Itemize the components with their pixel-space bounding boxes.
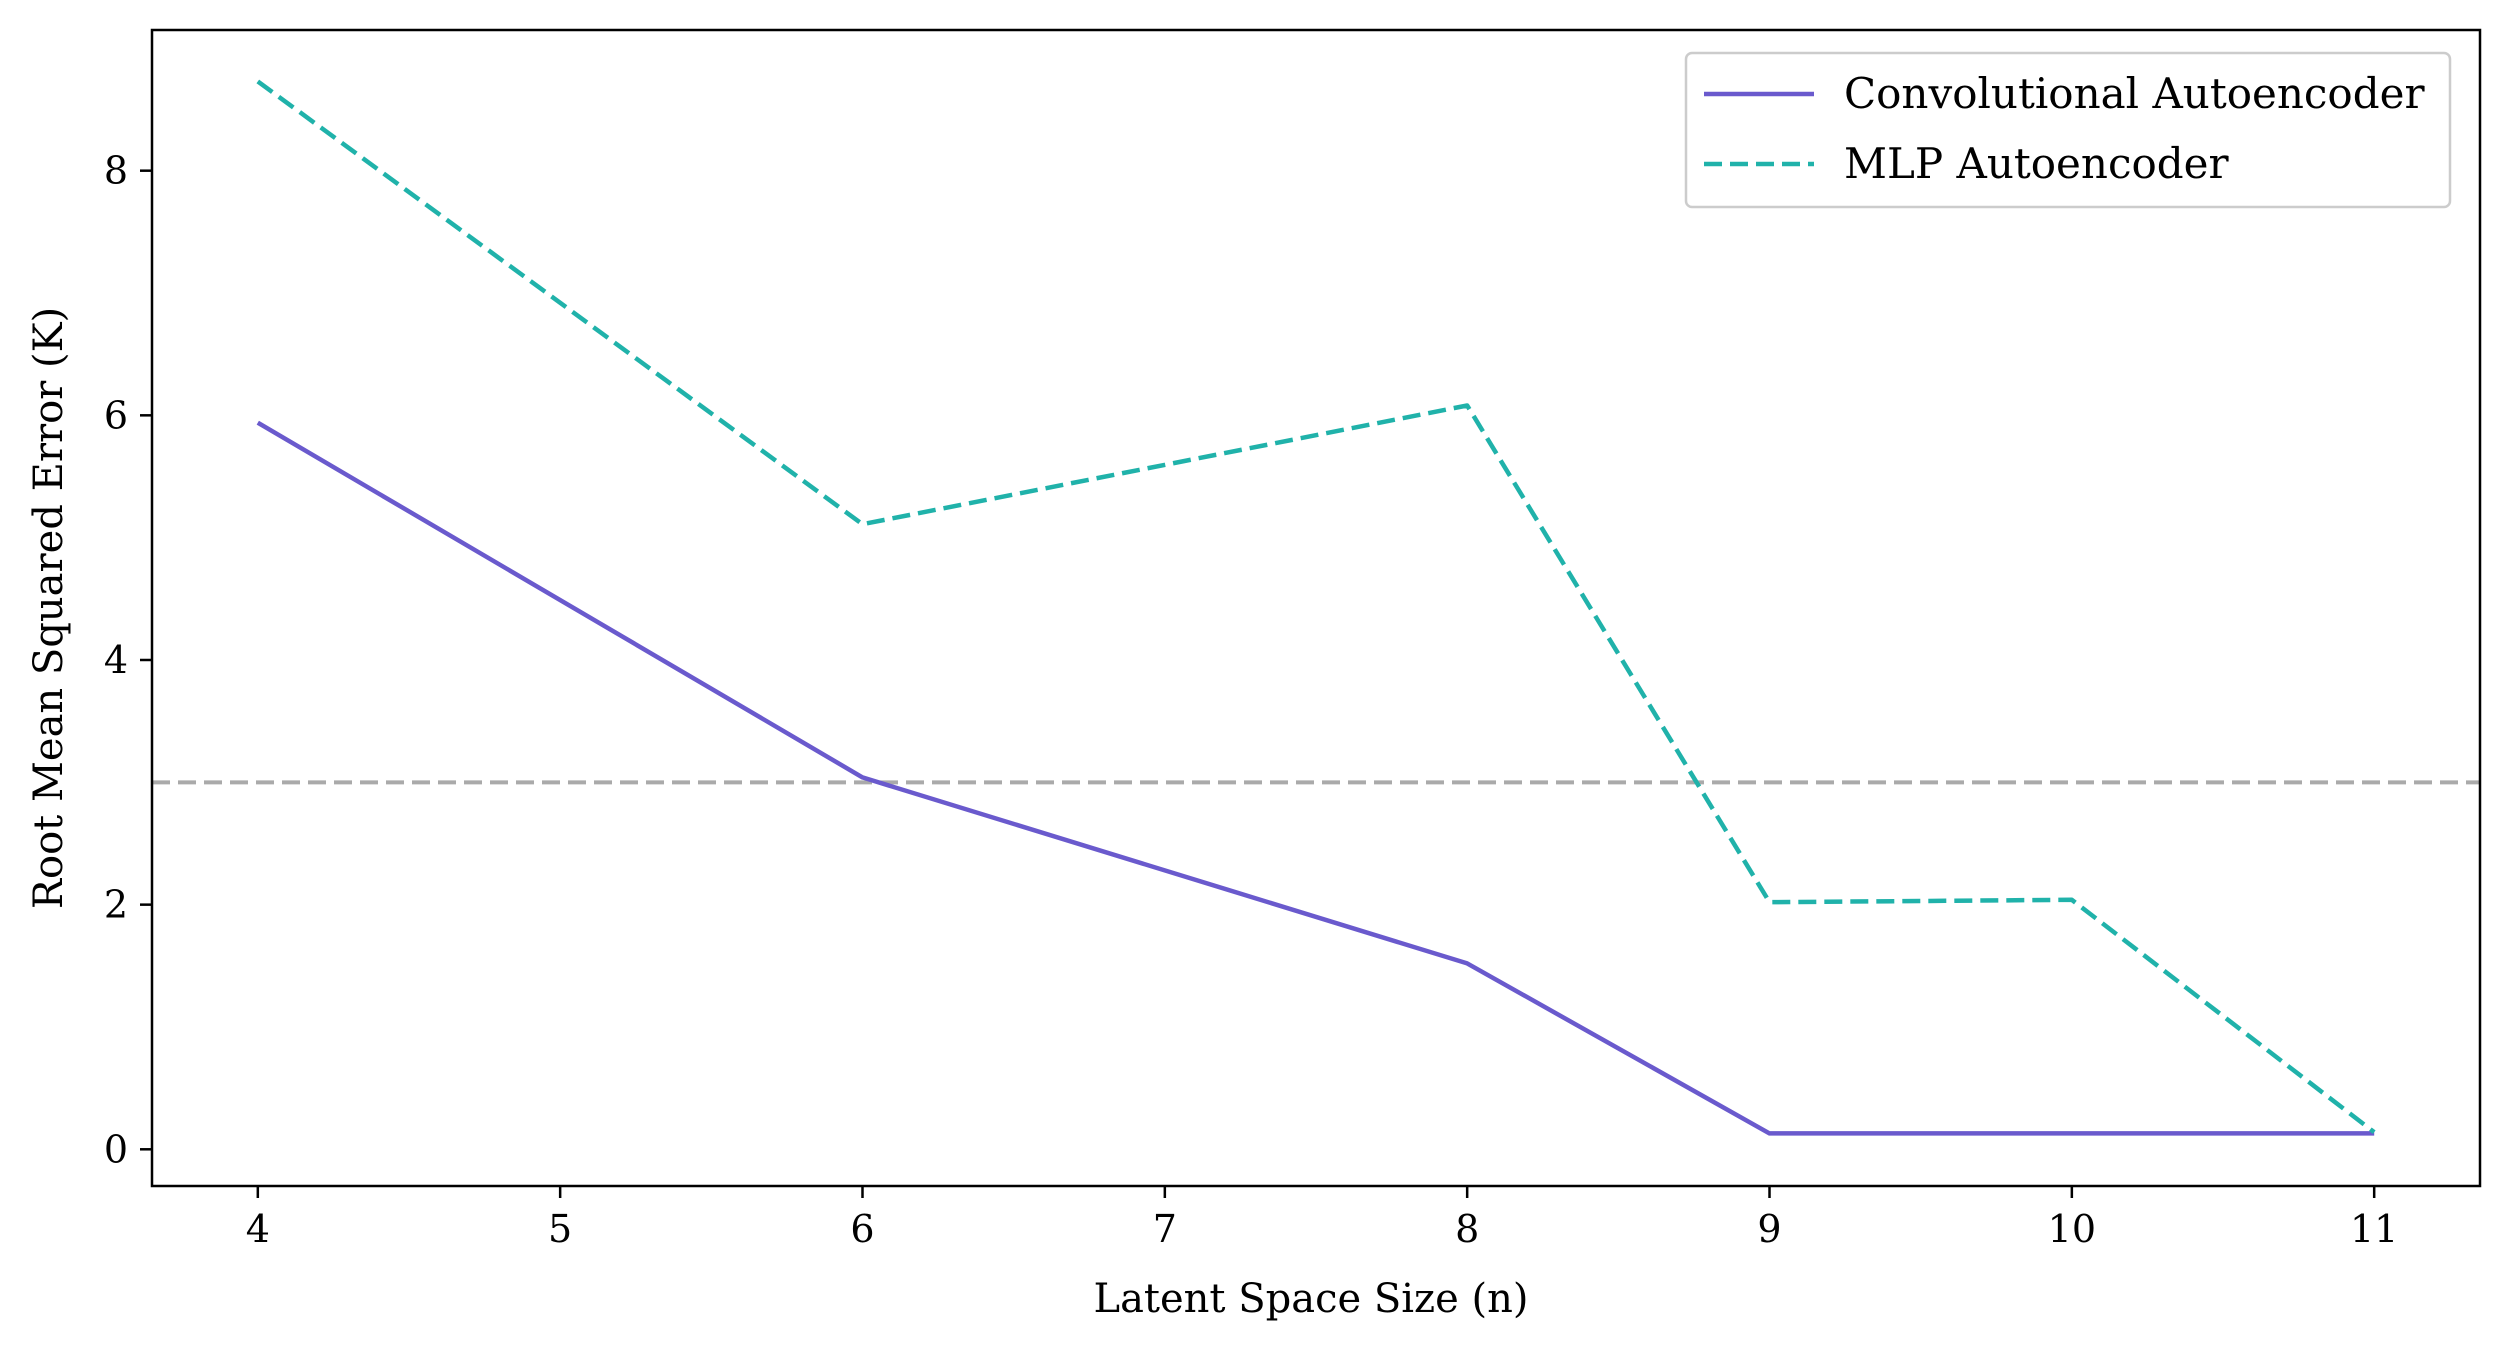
legend-box	[1684, 51, 2452, 209]
y-axis-label: Root Mean Squared Error (K)	[26, 307, 72, 909]
legend-label-1: MLP Autoencoder	[1844, 139, 2230, 188]
y-tick-label: 2	[104, 883, 128, 927]
x-tick-label: 5	[548, 1207, 572, 1251]
x-tick-label: 7	[1153, 1207, 1177, 1251]
legend-label-0: Convolutional Autoencoder	[1844, 69, 2425, 118]
series-layer	[256, 79, 2376, 1136]
x-tick-label: 11	[2350, 1207, 2398, 1251]
y-tick-label: 8	[104, 149, 128, 193]
plot-frame	[150, 28, 2482, 1188]
x-tick-label: 10	[2048, 1207, 2096, 1251]
x-tick-label: 9	[1757, 1207, 1781, 1251]
x-tick-label: 8	[1455, 1207, 1479, 1251]
x-tick-label: 6	[850, 1207, 874, 1251]
y-tick-label: 6	[104, 393, 128, 437]
x-tick-label: 4	[246, 1207, 270, 1251]
y-tick-label: 4	[104, 638, 128, 682]
x-axis-label: Latent Space Size (n)	[1094, 1276, 1529, 1322]
x-axis: 4 5 6 7 8 9 10 11	[246, 1186, 2398, 1251]
series-line-0	[256, 420, 2375, 1136]
y-tick-label: 0	[104, 1127, 128, 1171]
series-line-1	[256, 79, 2376, 1134]
y-axis: 0 2 4 6 8	[104, 149, 152, 1171]
legend: Convolutional Autoencoder MLP Autoencoder	[1684, 51, 2452, 209]
